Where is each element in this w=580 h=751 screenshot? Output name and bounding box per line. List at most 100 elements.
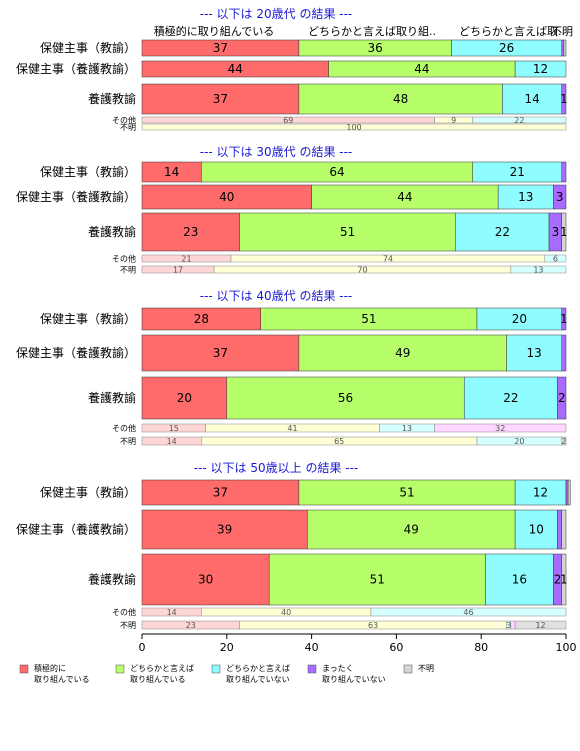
minor-segment-label: 22: [514, 116, 524, 125]
minor-segment-label: 20: [514, 437, 524, 446]
legend-label: 積極的に: [34, 663, 66, 673]
segment-label: 44: [414, 62, 429, 76]
bar-segment: [502, 83, 563, 115]
x-tick-label: 20: [220, 641, 234, 654]
segment-label: 3: [556, 190, 564, 204]
x-tick-label: 40: [305, 641, 319, 654]
category-label: 養護教諭: [88, 91, 136, 106]
minor-bar-segment: [514, 620, 567, 630]
category-label: 養護教諭: [88, 390, 136, 405]
segment-label: 51: [340, 225, 355, 239]
segment-label: 22: [495, 225, 510, 239]
bar-segment: [141, 479, 300, 506]
legend-label: 取り組んでいない: [226, 674, 290, 684]
segment-label: 20: [512, 312, 527, 326]
segment-label: 1: [560, 573, 568, 587]
segment-label: 14: [164, 165, 179, 179]
bar-segment: [557, 376, 567, 420]
bar-segment: [298, 479, 516, 506]
segment-label: 51: [399, 486, 414, 500]
column-header: 積極的に取り組んでいる: [154, 24, 274, 38]
legend-label: 取り組んでいる: [130, 674, 186, 684]
segment-label: 40: [219, 190, 234, 204]
bar-segment: [561, 161, 567, 183]
minor-category-label: その他: [112, 607, 136, 617]
minor-segment-label: 12: [535, 621, 545, 630]
bar-segment: [561, 212, 567, 252]
bar-segment: [565, 479, 569, 506]
bar-segment: [141, 509, 308, 550]
minor-segment-label: 70: [357, 266, 367, 275]
legend-label: まったく: [322, 664, 354, 673]
category-label: 保健主事（教諭）: [40, 164, 136, 179]
legend-label: どちらかと言えば: [226, 663, 290, 673]
segment-label: 10: [529, 523, 544, 537]
minor-segment-label: 21: [181, 255, 191, 264]
bar-segment: [298, 83, 503, 115]
bar-segment: [561, 307, 567, 331]
segment-label: 39: [217, 523, 232, 537]
column-header: どちらかと言えば取り組..: [308, 25, 436, 38]
x-tick-label: 0: [139, 641, 146, 654]
minor-segment-label: 2: [561, 437, 566, 446]
bar-segment: [514, 60, 567, 78]
segment-label: 56: [338, 391, 353, 405]
minor-bar-segment: [141, 123, 567, 131]
legend-swatch: [115, 664, 125, 674]
segment-label: 1: [560, 225, 568, 239]
minor-segment-label: 3: [506, 621, 511, 630]
segment-label: 12: [533, 486, 548, 500]
legend-swatch: [307, 664, 317, 674]
minor-segment-label: 6: [553, 255, 558, 264]
minor-bar-segment: [510, 265, 567, 274]
minor-segment-label: 69: [283, 116, 293, 125]
bar-segment: [141, 553, 270, 606]
bar-segment: [141, 83, 300, 115]
minor-category-label: その他: [112, 423, 136, 433]
minor-segment-label: 100: [346, 123, 361, 132]
segment-label: 44: [228, 62, 243, 76]
minor-segment-label: 23: [186, 621, 196, 630]
minor-segment-label: 41: [287, 424, 297, 433]
bar-segment: [563, 39, 567, 57]
minor-category-label: その他: [112, 254, 136, 264]
minor-category-label: 不明: [120, 437, 136, 446]
segment-label: 3: [552, 225, 560, 239]
bar-segment: [561, 83, 567, 115]
bar-segment: [463, 376, 558, 420]
panel-title: --- 以下は 20歳代 の結果 ---: [200, 7, 353, 21]
minor-segment-label: 65: [334, 437, 344, 446]
segment-label: 20: [177, 391, 192, 405]
bar-segment: [561, 334, 567, 372]
bar-segment: [141, 334, 300, 372]
bar-segment: [298, 334, 507, 372]
segment-label: 2: [554, 573, 562, 587]
x-tick-label: 60: [389, 641, 403, 654]
panel-title: --- 以下は 50歳以上 の結果 ---: [194, 461, 359, 475]
minor-category-label: 不明: [120, 621, 136, 630]
minor-category-label: その他: [112, 115, 136, 125]
x-tick-label: 80: [474, 641, 488, 654]
bar-segment: [561, 553, 567, 606]
segment-label: 13: [527, 346, 542, 360]
segment-label: 37: [213, 346, 228, 360]
segment-label: 37: [213, 41, 228, 55]
segment-label: 16: [512, 573, 527, 587]
category-label: 養護教諭: [88, 572, 136, 587]
category-label: 保健主事（教諭）: [40, 40, 136, 55]
legend-swatch: [19, 664, 29, 674]
legend-label: 取り組んでいる: [34, 674, 90, 684]
minor-bar-segment: [510, 620, 516, 630]
bar-segment: [561, 509, 567, 550]
segment-label: 37: [213, 486, 228, 500]
legend-label: どちらかと言えば: [130, 663, 194, 673]
category-label: 保健主事（養護教諭）: [16, 61, 136, 76]
segment-label: 26: [499, 41, 514, 55]
segment-label: 48: [393, 92, 408, 106]
legend-label: 不明: [418, 664, 434, 673]
minor-segment-label: 13: [402, 424, 412, 433]
segment-label: 36: [368, 41, 383, 55]
segment-label: 49: [404, 523, 419, 537]
